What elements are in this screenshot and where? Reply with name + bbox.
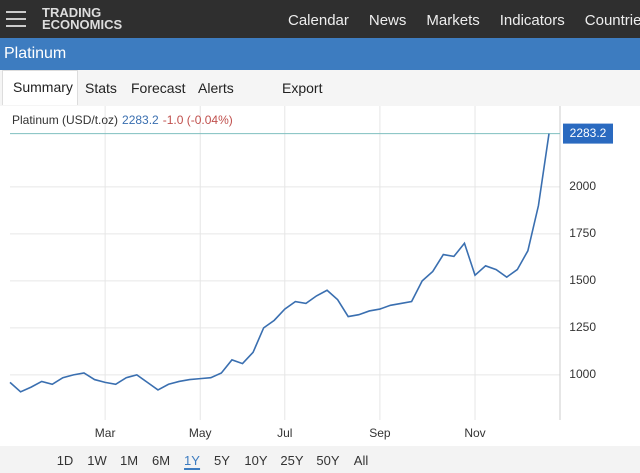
y-tick-label: 2000 xyxy=(569,179,596,193)
top-bar: TRADING ECONOMICS Calendar News Markets Indi… xyxy=(0,0,640,38)
x-tick-label: Jul xyxy=(277,426,292,440)
range-button[interactable]: 1M xyxy=(119,453,139,468)
range-button[interactable]: 5Y xyxy=(214,453,230,468)
logo-line: ECONOMICS xyxy=(42,17,123,32)
y-tick-label: 1250 xyxy=(569,320,596,334)
nav-link[interactable]: Countries xyxy=(584,12,640,29)
range-button[interactable]: 1D xyxy=(56,453,74,468)
y-tick-label: 1500 xyxy=(569,273,596,287)
price-tag xyxy=(563,123,613,144)
nav-link[interactable]: Markets xyxy=(426,12,480,29)
tab[interactable]: Stats xyxy=(85,80,117,96)
series-name: Platinum (USD/t.oz) xyxy=(12,113,118,127)
tabs: Summary Stats Forecast Alerts Export xyxy=(0,70,640,106)
tab[interactable]: Summary xyxy=(2,70,78,105)
change: -1.0 (-0.04%) xyxy=(163,113,233,127)
nav-link[interactable]: Calendar xyxy=(288,12,349,29)
x-tick-label: Mar xyxy=(95,426,116,440)
nav-link[interactable]: Indicators xyxy=(499,12,565,29)
chart: 1000 1250 1500 1750 2000 Mar May Jul Sep Nov 2283.… xyxy=(9,106,613,440)
price-line xyxy=(9,133,550,393)
x-tick-label: May xyxy=(189,426,212,440)
range-selector: 1D 1W 1M 6M 1Y 5Y 10Y 25Y 50Y All xyxy=(0,446,640,473)
last-value: 2283.2 xyxy=(122,113,159,127)
range-button[interactable]: 25Y xyxy=(280,453,304,468)
range-button[interactable]: 1W xyxy=(87,453,107,468)
logo-line: TRADING xyxy=(42,5,102,20)
tab[interactable]: Alerts xyxy=(198,80,234,96)
title-bar: Platinum xyxy=(0,38,640,70)
x-tick-label: Sep xyxy=(369,426,391,440)
range-button[interactable]: All xyxy=(353,453,369,468)
range-button[interactable]: 6M xyxy=(151,453,171,468)
range-button[interactable]: 1Y xyxy=(184,453,200,470)
logo[interactable]: TRADING ECONOMICS xyxy=(42,5,123,32)
page-title: Platinum xyxy=(4,45,67,62)
x-tick-label: Nov xyxy=(464,426,485,440)
nav: Calendar News Markets Indicators Countries xyxy=(288,12,640,29)
range-button[interactable]: 50Y xyxy=(316,453,340,468)
tab[interactable]: Forecast xyxy=(131,80,186,96)
menu-button[interactable] xyxy=(6,11,26,32)
y-tick-label: 1750 xyxy=(569,226,596,240)
tab[interactable]: Export xyxy=(282,80,323,96)
range-button[interactable]: 10Y xyxy=(244,453,268,468)
nav-link[interactable]: News xyxy=(368,12,407,29)
price-tag-label: 2283.2 xyxy=(570,126,607,140)
y-tick-label: 1000 xyxy=(569,367,596,381)
